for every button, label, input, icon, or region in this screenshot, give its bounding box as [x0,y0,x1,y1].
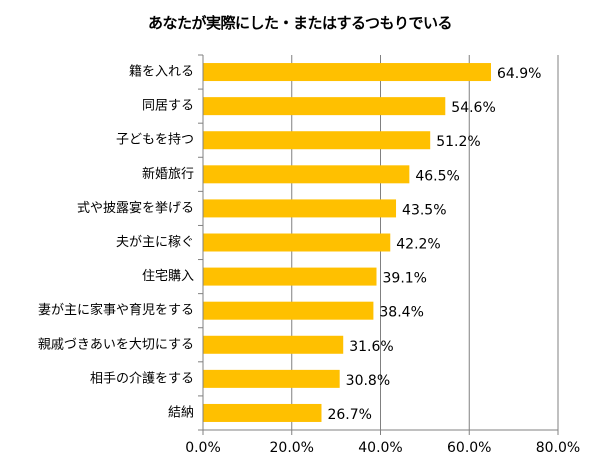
chart-title: あなたが実際にした・またはするつもりでいる [148,14,452,32]
data-label: 30.8% [346,373,390,389]
category-label: 結納 [168,405,194,420]
data-label: 38.4% [379,305,423,321]
bar [203,403,322,422]
bar [203,369,340,388]
bar [203,335,344,354]
category-label: 妻が主に家事や育児をする [38,302,194,318]
data-label: 26.7% [327,407,371,423]
bar [203,233,391,252]
bar [203,63,491,82]
category-label: 式や披露宴を挙げる [77,200,194,216]
category-label: 相手の介護をする [90,370,194,386]
data-label: 64.9% [497,66,541,82]
bar [203,165,410,184]
data-label: 42.2% [396,237,440,253]
data-label: 46.5% [415,168,459,184]
category-label: 新婚旅行 [142,166,194,182]
category-label: 子どもを持つ [116,133,194,148]
data-label: 43.5% [402,202,446,218]
category-label: 夫が主に稼ぐ [116,235,194,250]
x-tick-label: 40.0% [358,440,402,456]
data-label: 51.2% [436,134,480,150]
bar [203,131,431,150]
x-tick-label: 20.0% [270,440,314,456]
category-label: 住宅購入 [142,269,194,284]
category-label: 籍を入れる [129,64,194,80]
x-tick-label: 60.0% [447,440,491,456]
bar [203,267,377,286]
bar [203,97,446,116]
bar [203,301,374,320]
x-tick-label: 0.0% [185,440,221,456]
category-label: 同居する [142,99,194,114]
bar [203,199,397,218]
category-label: 親戚づきあいを大切にする [38,337,194,352]
data-label: 54.6% [451,100,495,116]
data-label: 39.1% [383,271,427,287]
data-label: 31.6% [349,339,393,355]
x-tick-label: 80.0% [536,440,580,456]
